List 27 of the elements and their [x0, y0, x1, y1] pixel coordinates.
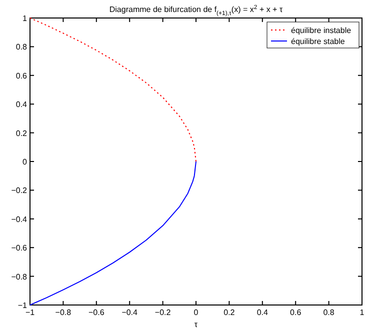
y-tick-label: −0.4	[11, 214, 28, 224]
x-tick-label: 0	[194, 308, 199, 317]
y-tick-label: −0.8	[11, 272, 28, 282]
line-series	[30, 18, 196, 162]
legend-label: équilibre instable	[291, 26, 352, 35]
x-tick-label: 1	[360, 308, 365, 317]
x-tick-label: 0.4	[256, 308, 269, 317]
x-tick-label: −0.2	[154, 308, 172, 317]
y-tick-label: −0.6	[11, 244, 28, 253]
y-tick-label: 0.6	[16, 71, 28, 80]
y-tick-label: 0.4	[16, 100, 28, 110]
x-tick-label: −0.6	[88, 308, 105, 317]
y-tick-label: −0.2	[11, 186, 28, 196]
y-tick-label: 0.8	[16, 42, 28, 52]
x-tick-label: −0.8	[55, 308, 72, 317]
legend-label: équilibre stable	[291, 37, 346, 46]
x-tick-label: 0.2	[224, 308, 236, 317]
chart-title: Diagramme de bifurcation de f$_{(+1),τ}$(x) = x$^{2}$ + x + τ	[109, 4, 284, 17]
y-tick-label: 0.2	[16, 128, 28, 138]
line-series	[30, 161, 196, 306]
x-tick-label: −0.4	[122, 308, 138, 317]
y-tick-label: 0	[22, 158, 28, 166]
x-tick-label: 0.8	[323, 308, 335, 317]
y-tick-label: 1	[22, 14, 28, 23]
y-tick-label: −1	[18, 301, 28, 310]
x-axis-title: τ	[194, 320, 198, 329]
x-tick-label: 0.6	[290, 308, 302, 317]
